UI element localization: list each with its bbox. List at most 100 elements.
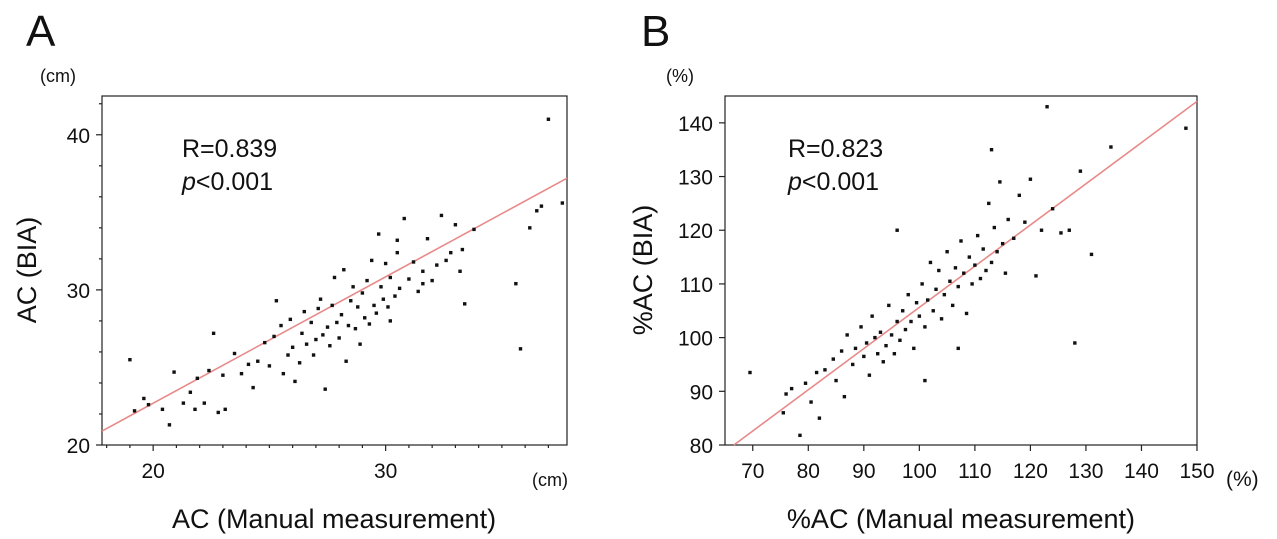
data-point: [1039, 228, 1044, 232]
data-point: [216, 410, 220, 415]
data-point: [207, 368, 211, 373]
data-point: [181, 401, 186, 405]
data-point: [411, 260, 416, 264]
data-point: [251, 385, 255, 390]
data-point: [458, 269, 462, 273]
data-point: [978, 276, 983, 281]
panel-b-y-label: %AC (BIA): [628, 205, 658, 336]
data-point: [831, 357, 835, 361]
data-point: [560, 201, 565, 205]
data-point: [342, 268, 346, 272]
data-point: [975, 233, 980, 238]
data-point: [444, 258, 448, 263]
data-point: [781, 411, 786, 415]
data-point: [925, 298, 930, 302]
x-tick-label: 20: [141, 460, 164, 483]
data-point: [290, 345, 295, 349]
data-point: [167, 423, 172, 427]
panel-a-p-threshold: <0.001: [196, 168, 273, 196]
y-tick-label: 90: [690, 381, 713, 404]
data-point: [193, 407, 197, 412]
data-point: [172, 370, 176, 374]
panel-a: A (cm) (cm) 20 30 20 30 40 R=0.839 p<0.001 A…: [12, 7, 568, 534]
data-point: [992, 225, 997, 230]
data-point: [923, 325, 927, 329]
data-point: [267, 364, 272, 368]
panel-b-points: [748, 105, 1188, 438]
data-point: [973, 263, 977, 267]
data-point: [142, 396, 146, 401]
data-point: [363, 316, 367, 320]
data-point: [346, 323, 351, 328]
data-point: [987, 201, 991, 206]
data-point: [867, 373, 872, 377]
data-point: [889, 333, 894, 337]
panel-b-x-label: %AC (Manual measurement): [787, 504, 1135, 534]
data-point: [906, 292, 910, 297]
data-point: [876, 352, 880, 356]
panel-a-x-unit: (cm): [532, 470, 568, 490]
data-point: [984, 268, 988, 273]
x-tick-label: 30: [374, 460, 397, 483]
x-tick-label: 150: [1179, 460, 1214, 483]
panel-b-plot-frame: [724, 95, 1198, 446]
data-point: [1184, 126, 1188, 130]
data-point: [246, 362, 251, 367]
data-point: [851, 362, 855, 367]
data-point: [1073, 341, 1077, 345]
data-point: [344, 359, 348, 363]
panel-b-p-symbol: p: [787, 168, 802, 196]
data-point: [870, 314, 874, 318]
data-point: [881, 360, 885, 364]
data-point: [393, 294, 397, 298]
data-point: [1089, 252, 1094, 257]
data-point: [314, 337, 318, 342]
data-point: [539, 204, 544, 208]
panel-b-ticks: 70 80 90 100 110 120 130 140 150 80 90 100 110 120 130…: [678, 113, 1215, 483]
data-point: [895, 319, 899, 324]
data-point: [923, 378, 927, 383]
data-point: [263, 340, 267, 345]
data-point: [297, 361, 302, 365]
data-point: [920, 282, 924, 286]
data-point: [351, 285, 355, 289]
data-point: [376, 232, 381, 236]
data-point: [1059, 231, 1063, 235]
data-point: [892, 352, 897, 356]
data-point: [256, 359, 260, 363]
data-point: [425, 237, 430, 241]
x-tick-label: 110: [958, 460, 991, 483]
data-point: [407, 277, 411, 281]
data-point: [859, 325, 863, 329]
data-point: [1006, 217, 1010, 222]
data-point: [416, 289, 420, 294]
data-point: [353, 326, 358, 331]
panel-a-ticks: 20 30 20 30 40: [67, 125, 398, 483]
data-point: [853, 346, 858, 351]
y-tick-label: 140: [678, 113, 713, 136]
data-point: [789, 386, 794, 391]
data-point: [873, 335, 877, 340]
data-point: [914, 301, 919, 305]
data-point: [232, 351, 237, 356]
data-point: [884, 343, 888, 348]
data-point: [1028, 177, 1033, 181]
data-point: [1078, 169, 1083, 173]
data-point: [1012, 236, 1016, 240]
data-point: [388, 275, 392, 280]
data-point: [304, 342, 309, 346]
panel-a-p-symbol: p: [181, 168, 196, 196]
panel-a-y-unit: (cm): [40, 66, 76, 86]
panel-b-x-unit: (%): [1226, 468, 1259, 491]
data-point: [339, 313, 344, 317]
data-point: [981, 247, 985, 251]
data-point: [995, 250, 999, 254]
data-point: [300, 331, 304, 336]
data-point: [372, 303, 376, 308]
data-point: [998, 180, 1002, 184]
data-point: [887, 303, 891, 308]
data-point: [956, 284, 960, 289]
x-tick-label: 120: [1013, 460, 1048, 483]
data-point: [895, 228, 899, 232]
